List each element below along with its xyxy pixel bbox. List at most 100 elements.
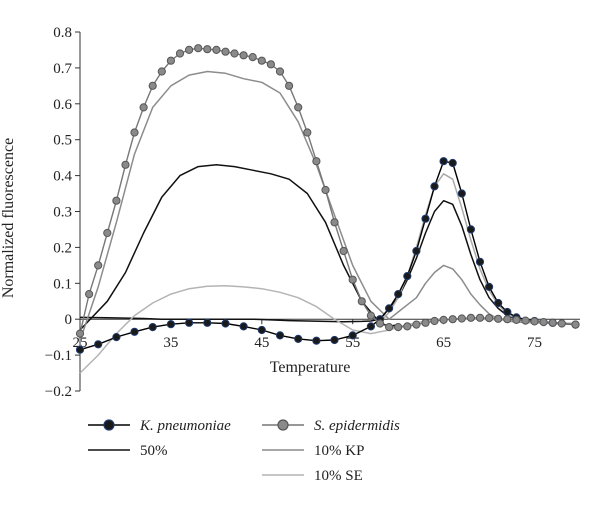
data-point [475,313,485,322]
data-point [530,317,539,326]
ticks: −0.2 −0.1 0 0.1 0.2 0.3 0.4 0.5 0.6 0.7 0.8 25 35 45 5… [45,25,542,400]
data-point [312,157,321,166]
data-point [421,318,430,327]
y-axis-title: Normalized fluorescence [0,138,17,298]
data-point [457,314,466,323]
data-point [185,45,194,55]
data-point [266,60,275,69]
data-point [339,246,348,256]
data-point [494,298,503,308]
data-point [148,323,157,332]
legend-item-10-se: 10% SE [262,468,363,484]
data-point [294,334,303,343]
series-k-pneumoniae [75,157,580,354]
data-point [475,257,485,266]
data-point [85,290,94,299]
data-point [203,318,212,327]
data-point [239,322,248,331]
data-point [175,49,185,58]
data-point [439,315,448,324]
data-point [557,319,566,328]
data-point [466,313,475,322]
series-10-kp-peak [379,173,535,324]
data-point [194,44,203,53]
data-point [130,327,139,336]
data-point [548,318,557,327]
data-point [203,45,212,54]
data-point [539,318,548,327]
x-tick-label: 25 [73,335,88,351]
data-point [366,311,375,320]
data-point [385,323,394,332]
data-point [357,297,366,306]
y-tick-label: −0.2 [45,384,72,400]
data-point [394,323,403,332]
data-point [571,320,580,329]
data-point [212,45,221,55]
data-point [403,322,412,331]
legend-label: 10% SE [314,468,363,484]
series-line [379,173,535,324]
series-layer [75,44,580,374]
data-point [94,261,103,270]
data-point [485,314,494,323]
series-50-melt [79,164,399,331]
x-axis-title: Temperature [270,359,351,376]
data-point [130,128,139,137]
data-point [294,103,303,112]
data-point [466,225,475,234]
data-point [348,331,357,340]
data-point [503,307,512,317]
data-point [348,275,357,284]
y-tick-label: 0.1 [53,276,72,292]
legend-label: 10% KP [314,443,364,459]
legend-swatch-marker [277,419,289,431]
x-tick-label: 35 [163,335,178,351]
data-point [103,228,112,238]
x-tick-label: 45 [254,335,269,351]
data-point [221,319,230,328]
x-tick-label: 75 [527,335,542,351]
data-point [112,196,121,205]
data-point [421,214,430,223]
data-point [312,336,321,345]
data-point [275,67,285,76]
data-point [148,81,157,90]
data-point [157,67,166,76]
data-point [121,160,130,169]
data-point [321,185,330,195]
data-point [139,103,148,112]
data-point [412,246,421,256]
y-tick-label: −0.1 [45,348,72,364]
data-point [439,157,448,166]
data-point [330,335,339,345]
data-point [448,315,457,324]
legend-item-50: 50% [88,443,168,459]
data-point [185,318,194,327]
legend-label: 50% [140,443,168,459]
data-point [112,333,121,342]
x-tick-label: 55 [345,335,360,351]
data-point [239,51,248,60]
data-point [485,282,494,291]
data-point [448,158,457,168]
data-point [412,320,421,329]
legend-label: S. epidermidis [314,418,400,434]
data-point [366,322,375,331]
y-tick-label: 0.6 [53,97,72,113]
data-point [457,189,466,198]
y-tick-label: 0.3 [53,205,72,221]
data-point [166,320,175,329]
data-point [75,329,85,338]
data-point [75,345,85,354]
legend-item-k-pneumoniae: K. pneumoniae [88,418,231,434]
data-point [275,331,285,340]
data-point [385,304,394,313]
data-point [512,315,521,324]
data-point [430,182,439,191]
y-tick-label: 0.8 [53,25,72,41]
data-point [330,218,339,227]
legend-item-s-epidermidis: S. epidermidis [262,418,400,434]
data-point [503,315,512,324]
